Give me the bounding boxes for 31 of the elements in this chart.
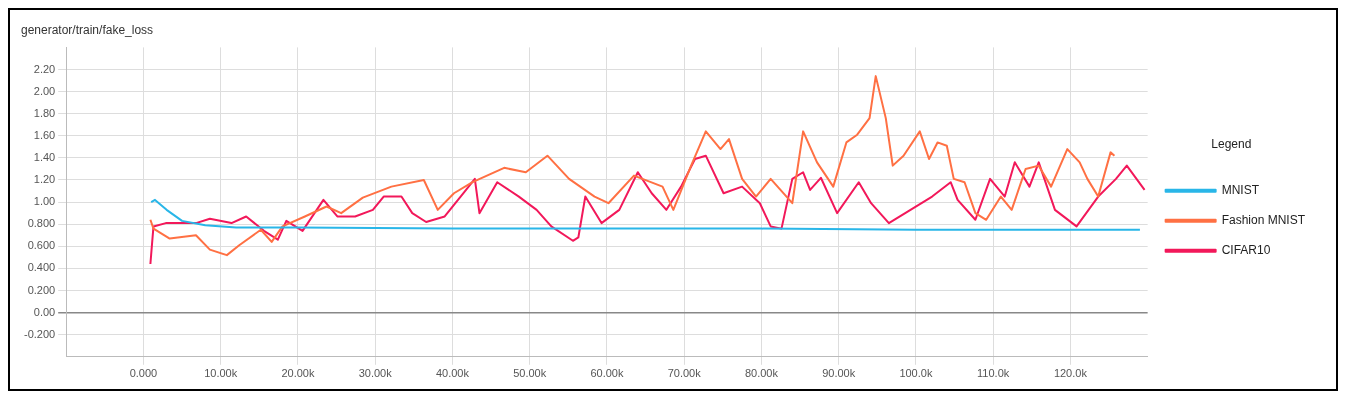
x-tick-label: 10.00k xyxy=(204,367,238,380)
x-tick-label: 50.00k xyxy=(513,367,547,380)
legend-title: Legend xyxy=(1211,136,1252,151)
x-tick-label: 40.00k xyxy=(435,367,470,380)
y-tick-label: 1.20 xyxy=(33,173,56,186)
x-tick-label: 30.00k xyxy=(358,367,393,380)
x-tick-label: 100.0k xyxy=(899,367,933,380)
x-tick-label: 90.00k xyxy=(822,367,856,380)
x-tick-label: 120.0k xyxy=(1053,367,1088,380)
legend-label: CIFAR10 xyxy=(1221,243,1271,258)
y-tick-label: -0.200 xyxy=(23,327,56,340)
y-tick-label: 0.800 xyxy=(27,217,56,230)
y-tick-label: 1.60 xyxy=(33,128,56,141)
y-tick-label: 0.400 xyxy=(27,261,56,274)
legend-label: MNIST xyxy=(1221,183,1260,198)
x-tick-label: 20.00k xyxy=(281,367,315,380)
y-tick-label: 0.200 xyxy=(27,283,56,296)
y-tick-label: 1.80 xyxy=(33,106,56,119)
x-tick-label: 0.000 xyxy=(129,367,158,380)
y-tick-label: 0.600 xyxy=(27,239,56,252)
y-tick-label: 2.00 xyxy=(33,84,56,97)
y-tick-label: 1.00 xyxy=(33,195,56,208)
chart-title: generator/train/fake_loss xyxy=(21,22,154,37)
x-tick-label: 110.0k xyxy=(977,367,1010,380)
x-tick-label: 80.00k xyxy=(744,367,779,380)
y-tick-label: 0.00 xyxy=(33,305,56,318)
y-tick-label: 2.20 xyxy=(33,62,56,75)
x-tick-label: 60.00k xyxy=(590,367,624,380)
y-tick-label: 1.40 xyxy=(33,150,56,163)
x-tick-label: 70.00k xyxy=(667,367,702,380)
legend-label: Fashion MNIST xyxy=(1221,213,1306,228)
